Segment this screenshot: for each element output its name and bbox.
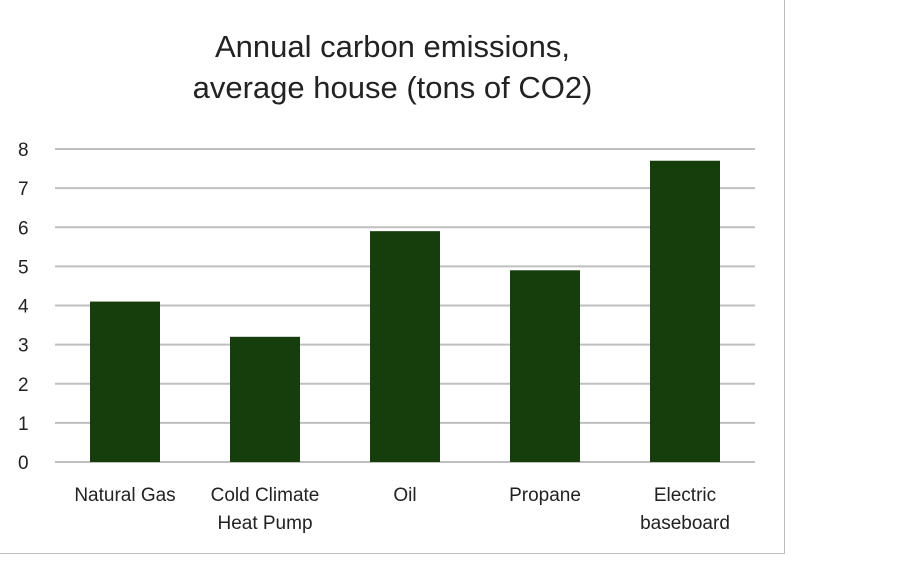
chart-title-line-1: Annual carbon emissions,: [215, 29, 570, 64]
y-tick-label: 1: [18, 414, 29, 435]
chart-title-line-2: average house (tons of CO2): [192, 70, 593, 105]
y-tick-label: 7: [18, 179, 29, 200]
bar: [650, 160, 720, 463]
y-tick-label: 8: [18, 140, 29, 161]
y-tick-label: 3: [18, 336, 29, 357]
chart-title: Annual carbon emissions, average house (…: [0, 26, 785, 108]
y-tick-label: 6: [18, 218, 29, 239]
y-tick-label: 5: [18, 257, 29, 278]
bar: [90, 301, 160, 462]
bar: [370, 231, 440, 462]
x-tick-label: Electric: [654, 485, 716, 506]
bar: [230, 336, 300, 462]
y-tick-label: 0: [18, 453, 29, 474]
bar: [510, 270, 580, 462]
x-tick-label: baseboard: [640, 513, 730, 534]
x-tick-label: Natural Gas: [74, 485, 175, 506]
x-tick-label: Oil: [393, 485, 416, 506]
y-tick-label: 2: [18, 375, 29, 396]
chart-frame: [0, 0, 785, 554]
y-tick-label: 4: [18, 297, 29, 318]
x-tick-label: Cold Climate: [211, 485, 320, 506]
x-tick-label: Propane: [509, 485, 581, 506]
x-tick-label: Heat Pump: [217, 513, 312, 534]
